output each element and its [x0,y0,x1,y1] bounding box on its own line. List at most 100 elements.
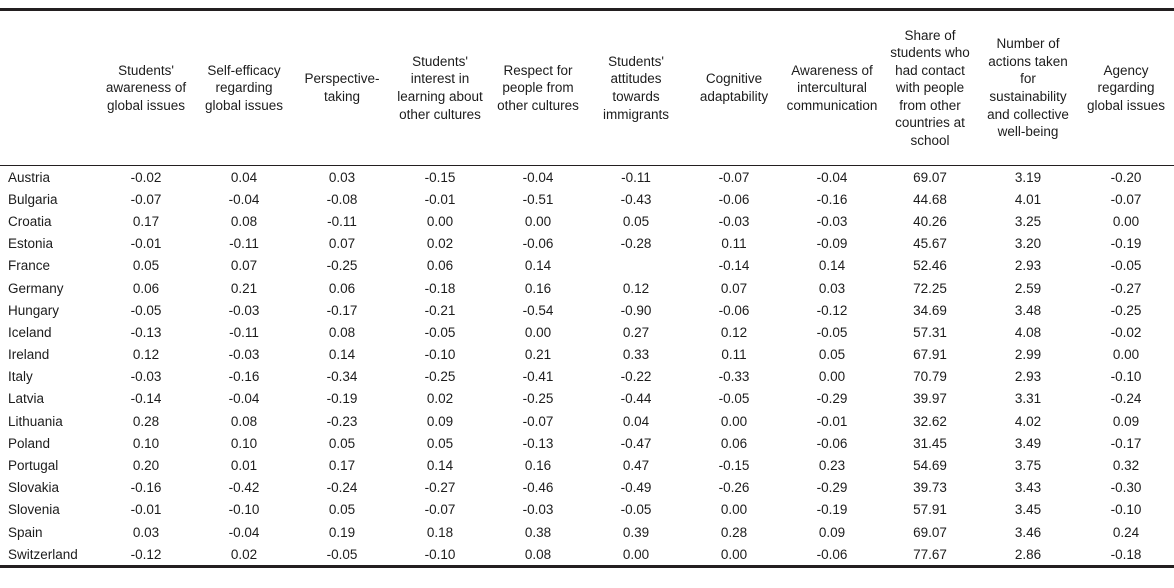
table-row: Iceland -0.13 -0.11 0.08 -0.05 0.00 0.27 0.12 -0… [0,321,1174,343]
value-cell: 0.28 [720,524,748,540]
value-cell: 0.05 [622,213,650,229]
column-header: Self-efficacy regarding global issues [195,9,293,166]
value-cell: 34.69 [913,302,947,318]
value-cell: 0.32 [1112,458,1140,474]
value-cell: -0.12 [816,302,848,318]
value-cell: -0.14 [718,258,750,274]
value-cell: 4.01 [1014,191,1042,207]
value-cell: -0.25 [522,391,554,407]
value-cell: 0.20 [132,458,160,474]
value-cell: -0.10 [1110,502,1142,518]
value-cell: 0.21 [524,347,552,363]
column-header: Cognitive adaptability [685,9,783,166]
value-cell: 0.24 [1112,524,1140,540]
value-cell: 69.07 [913,524,947,540]
value-cell: 3.25 [1014,213,1042,229]
value-cell: -0.26 [718,480,750,496]
country-cell: Spain [8,524,43,540]
value-cell: -0.43 [620,191,652,207]
table-row: Germany 0.06 0.21 0.06 -0.18 0.16 0.12 0.07 0.03… [0,277,1174,299]
value-cell: 0.00 [818,369,846,385]
value-cell: 39.97 [913,391,947,407]
value-cell: 0.00 [426,213,454,229]
value-cell: -0.02 [130,169,162,185]
value-cell: -0.02 [1110,324,1142,340]
value-cell: -0.11 [621,169,651,185]
value-cell: 0.14 [818,258,846,274]
country-cell: Slovenia [8,502,60,518]
table-row: Italy -0.03 -0.16 -0.34 -0.25 -0.41 -0.22 -0.33… [0,366,1174,388]
table-row: Spain 0.03 -0.04 0.19 0.18 0.38 0.39 0.28 0.09 69… [0,521,1174,543]
value-cell: -0.15 [424,169,456,185]
value-cell: -0.05 [620,502,652,518]
value-cell: 3.20 [1014,236,1042,252]
value-cell: -0.05 [718,391,750,407]
value-cell: -0.05 [326,546,358,562]
value-cell: -0.34 [326,369,358,385]
value-cell: -0.04 [228,524,260,540]
value-cell: 0.00 [720,546,748,562]
value-cell: 52.46 [913,258,947,274]
value-cell: -0.17 [326,302,358,318]
value-cell: 3.48 [1014,302,1042,318]
country-cell: Estonia [8,236,54,252]
value-cell: -0.07 [1110,191,1142,207]
header-row: Students' awareness of global issues Self… [0,9,1174,166]
value-cell: 0.12 [720,324,748,340]
value-cell: 3.49 [1014,435,1042,451]
value-cell: 0.08 [328,324,356,340]
value-cell: 0.28 [132,413,160,429]
value-cell: -0.47 [620,435,652,451]
country-cell: Switzerland [8,546,78,562]
value-cell: -0.07 [522,413,554,429]
value-cell: -0.04 [816,169,848,185]
value-cell: -0.09 [816,236,848,252]
value-cell: -0.05 [130,302,162,318]
country-cell: Italy [8,369,33,385]
value-cell: 0.16 [524,280,552,296]
value-cell: -0.05 [1110,258,1142,274]
value-cell: 0.47 [622,458,650,474]
table-row: Hungary -0.05 -0.03 -0.17 -0.21 -0.54 -0.90 -0.… [0,299,1174,321]
value-cell: -0.03 [718,213,750,229]
value-cell: 0.00 [524,324,552,340]
column-header: Students' interest in learning about oth… [391,9,489,166]
value-cell: -0.01 [130,502,162,518]
value-cell: 0.00 [1112,213,1140,229]
value-cell: -0.22 [620,369,652,385]
country-cell: Austria [8,169,51,185]
value-cell: 2.93 [1014,369,1042,385]
value-cell: -0.03 [816,213,848,229]
value-cell: -0.03 [130,369,162,385]
value-cell: 0.17 [132,213,160,229]
country-cell: Croatia [8,213,52,229]
value-cell: -0.49 [620,480,652,496]
value-cell: 2.99 [1014,347,1042,363]
value-cell [587,255,685,277]
value-cell: 0.08 [230,213,258,229]
value-cell: 0.39 [622,524,650,540]
value-cell: -0.19 [1110,236,1142,252]
value-cell: 0.00 [720,413,748,429]
value-cell: -0.10 [228,502,260,518]
value-cell: 0.05 [818,347,846,363]
value-cell: -0.11 [229,236,259,252]
table-row: Slovenia -0.01 -0.10 0.05 -0.07 -0.03 -0.05 0.0… [0,499,1174,521]
value-cell: -0.05 [424,324,456,340]
table-row: Austria -0.02 0.04 0.03 -0.15 -0.04 -0.11 -0.07… [0,166,1174,189]
value-cell: 0.07 [230,258,258,274]
value-cell: -0.20 [1110,169,1142,185]
value-cell: -0.25 [326,258,358,274]
value-cell: -0.04 [522,169,554,185]
value-cell: 0.09 [426,413,454,429]
value-cell: -0.21 [424,302,456,318]
value-cell: 4.02 [1014,413,1042,429]
value-cell: 0.03 [132,524,160,540]
value-cell: -0.27 [1110,280,1142,296]
value-cell: 0.18 [426,524,454,540]
value-cell: -0.13 [522,435,554,451]
value-cell: 0.05 [132,258,160,274]
value-cell: 0.08 [230,413,258,429]
table-body: Austria -0.02 0.04 0.03 -0.15 -0.04 -0.11 -0.07… [0,166,1174,567]
value-cell: -0.23 [326,413,358,429]
